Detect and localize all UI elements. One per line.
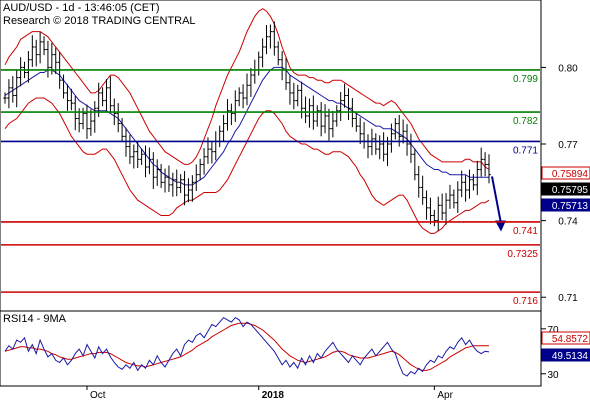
level-lines-group: 0.799 0.782 0.771 0.741 0.7325 0.716 — [1, 69, 540, 307]
price-y-tick-label: 0.77 — [558, 140, 578, 151]
price-y-tick-label: 0.71 — [558, 293, 578, 304]
rsi-line — [4, 316, 490, 377]
chart-copyright: Research © 2018 TRADING CENTRAL — [3, 15, 196, 27]
rsi-y-tick-label: 30 — [547, 370, 559, 381]
rsi-panel-frame — [0, 310, 542, 387]
level-label: 0.716 — [513, 296, 538, 307]
rsi-ma-line — [4, 322, 490, 371]
current-value-badge — [541, 198, 590, 212]
current-value-label: 54.8572 — [552, 334, 589, 345]
current-value-label: 0.75795 — [552, 185, 589, 196]
current-value-label: 49.5134 — [552, 351, 589, 362]
forecast-arrow-head — [495, 220, 506, 232]
price-y-tick-label: 0.74 — [558, 217, 578, 228]
level-label: 0.771 — [513, 145, 538, 156]
level-label: 0.741 — [513, 226, 538, 237]
x-tick-label: Apr — [437, 390, 453, 400]
rsi-y-tick-label: 70 — [547, 325, 559, 336]
current-value-badge — [541, 331, 590, 345]
moving-average-line — [4, 66, 489, 186]
current-value-label: 0.75894 — [552, 169, 589, 180]
x-tick-label: 2018 — [262, 390, 285, 400]
price-panel-frame — [0, 0, 542, 312]
price-y-tick-label: 0.80 — [558, 63, 578, 74]
upper-band-line — [4, 8, 490, 170]
forecast-arrow-shaft — [491, 176, 502, 224]
level-label: 0.7325 — [507, 249, 538, 260]
current-value-badge — [541, 166, 590, 180]
rsi-series-group — [4, 316, 490, 377]
current-value-label: 0.75713 — [552, 201, 589, 212]
rsi-panel-title: RSI14 - 9MA — [3, 313, 67, 325]
level-label: 0.799 — [513, 74, 538, 85]
current-value-badge — [541, 348, 590, 362]
level-label: 0.782 — [513, 116, 538, 127]
current-value-badge — [541, 182, 590, 196]
value-badge-group: 0.75894 0.75795 0.75713 54.8572 49.5134 — [541, 166, 590, 362]
chart-title: AUD/USD - 1d - 13:46:05 (CET) — [3, 2, 160, 14]
x-tick-label: Oct — [90, 390, 106, 400]
